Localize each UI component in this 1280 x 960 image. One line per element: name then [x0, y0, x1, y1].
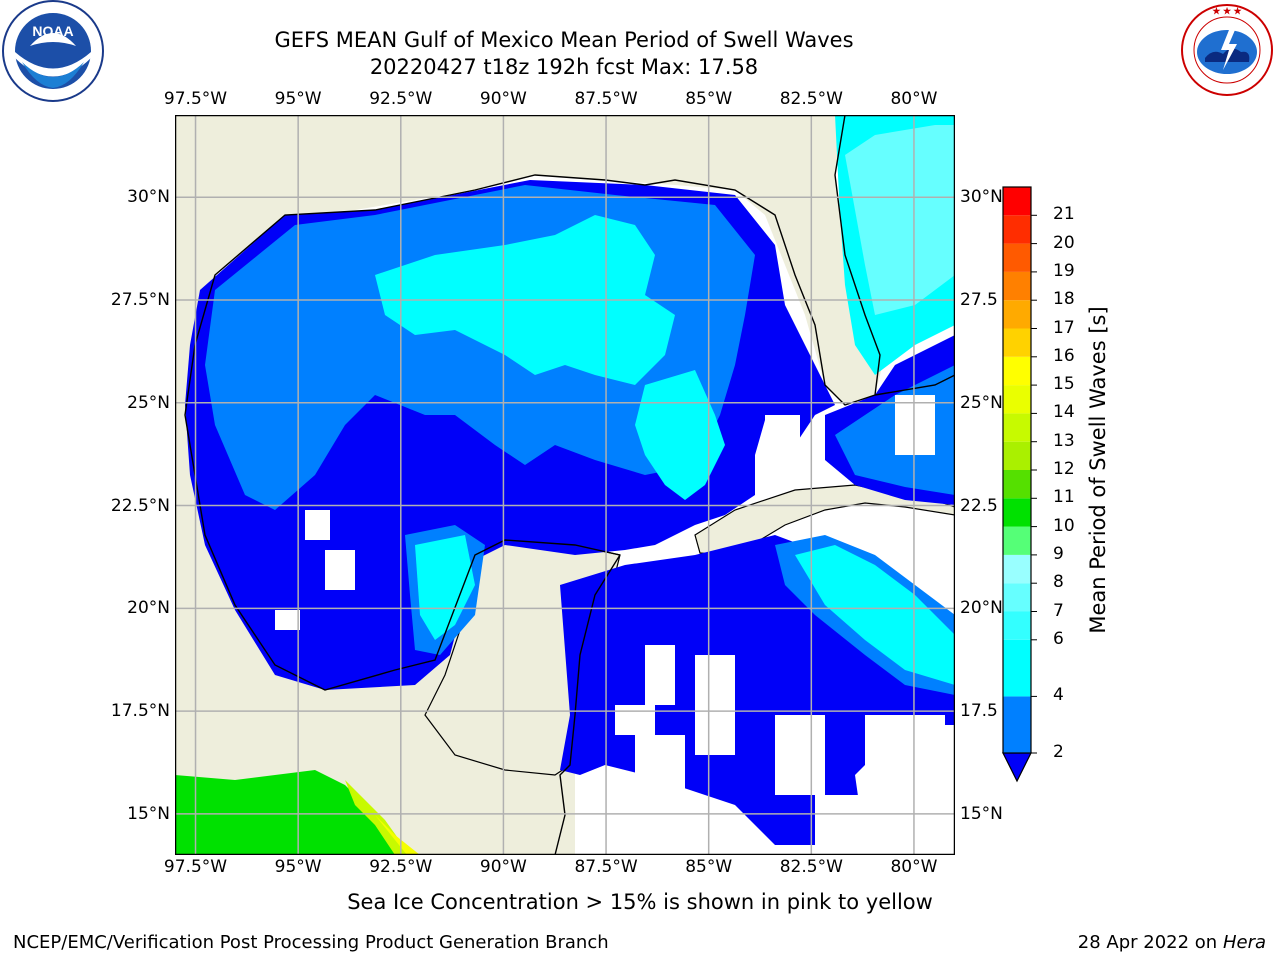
colorbar-bin — [1003, 187, 1031, 216]
lon-label-bottom: 87.5°W — [574, 857, 638, 877]
lat-label-right: 20°N — [960, 598, 1003, 619]
colorbar-tick-label: 2 — [1053, 742, 1064, 762]
colorbar-bin — [1003, 328, 1031, 357]
chart-title: GEFS MEAN Gulf of Mexico Mean Period of … — [274, 28, 854, 52]
colorbar-bin — [1003, 554, 1031, 584]
lon-label-top: 82.5°W — [779, 89, 843, 109]
svg-text:★ ★ ★: ★ ★ ★ — [1212, 6, 1242, 16]
colorbar-tick-label: 17 — [1053, 317, 1075, 338]
colorbar-tick-label: 6 — [1053, 628, 1064, 649]
nodata-holes — [275, 395, 945, 855]
lon-label-top: 90°W — [479, 89, 527, 109]
colorbar-bin — [1003, 215, 1031, 244]
colorbar-bin — [1003, 696, 1031, 753]
colorbar-bin — [1003, 639, 1031, 697]
colorbar-bin — [1003, 470, 1031, 499]
lon-label-top: 87.5°W — [574, 89, 638, 109]
lon-label-bottom: 90°W — [479, 857, 527, 877]
colorbar-tick-label: 11 — [1053, 487, 1075, 508]
lat-label-right: 22.5 — [960, 495, 998, 516]
lon-label-bottom: 92.5°W — [369, 857, 433, 877]
lon-label-bottom: 82.5°W — [779, 857, 843, 877]
lon-label-bottom: 97.5°W — [163, 857, 228, 877]
lon-label-bottom: 80°W — [890, 857, 938, 877]
colorbar-tick-label: 16 — [1053, 345, 1075, 366]
colorbar-bin — [1003, 526, 1031, 555]
colorbar-tick-label: 4 — [1053, 685, 1064, 706]
lat-label-right: 30°N — [960, 187, 1003, 208]
lon-label-top: 95°W — [274, 89, 322, 109]
colorbar-extend-min — [1002, 752, 1032, 783]
chart-subtitle: 20220427 t18z 192h fcst Max: 17.58 — [369, 55, 759, 79]
lon-label-bottom: 85°W — [685, 857, 733, 877]
lat-label-left: 22.5°N — [110, 495, 170, 516]
field-light-cyan — [845, 125, 955, 315]
colorbar-tick-label: 13 — [1053, 430, 1075, 451]
colorbar-bin — [1003, 243, 1031, 272]
colorbar-tick-label: 19 — [1053, 260, 1075, 281]
lon-label-top: 92.5°W — [369, 89, 433, 109]
lon-label-top: 80°W — [890, 89, 938, 109]
colorbar-bin — [1003, 611, 1031, 640]
lat-label-left: 20°N — [127, 598, 170, 619]
footer-machine: Hera — [1222, 932, 1266, 953]
colorbar-label: Mean Period of Swell Waves [s] — [1086, 306, 1110, 634]
field-cyan-5 — [795, 545, 955, 685]
colorbar — [995, 185, 1055, 785]
colorbar-tick-label: 8 — [1053, 572, 1064, 593]
lon-label-top: 97.5°W — [163, 89, 228, 109]
footer-branch: NCEP/EMC/Verification Post Processing Pr… — [13, 932, 609, 953]
colorbar-bin — [1003, 498, 1031, 527]
colorbar-tick-label: 10 — [1053, 515, 1075, 536]
map-frame — [175, 115, 955, 855]
colorbar-tick-label: 14 — [1053, 402, 1075, 423]
field-cyan-3 — [415, 535, 475, 640]
colorbar-bin — [1003, 356, 1031, 386]
lat-label-left: 27.5°N — [110, 290, 170, 310]
footer-date: 28 Apr 2022 on Hera — [1078, 932, 1266, 953]
colorbar-tick-label: 12 — [1053, 459, 1075, 479]
lat-label-right: 15°N — [960, 803, 1003, 824]
colorbar-tick-label: 21 — [1053, 204, 1075, 225]
lat-label-left: 25°N — [127, 392, 170, 413]
footer-date-text: 28 Apr 2022 on — [1077, 932, 1223, 953]
swell-period-map — [175, 115, 955, 855]
colorbar-tick-label: 7 — [1053, 600, 1064, 621]
colorbar-bin — [1003, 413, 1031, 442]
lat-label-right: 25°N — [960, 392, 1003, 413]
lat-label-left: 15°N — [127, 803, 170, 824]
noaa-logo-text: NOAA — [32, 23, 73, 39]
lat-label-right: 27.5 — [960, 290, 998, 310]
map-panel — [175, 115, 955, 855]
lon-label-bottom: 95°W — [274, 857, 322, 877]
colorbar-bin — [1003, 271, 1031, 301]
colorbar-tick-label: 9 — [1053, 543, 1064, 564]
lat-label-right: 17.5 — [960, 701, 998, 722]
field-green — [175, 770, 405, 855]
lat-label-left: 17.5°N — [110, 701, 170, 722]
colorbar-tick-label: 18 — [1053, 289, 1075, 310]
sea-ice-note: Sea Ice Concentration > 15% is shown in … — [347, 890, 933, 914]
colorbar-bin — [1003, 583, 1031, 612]
colorbar-bin — [1003, 385, 1031, 414]
colorbar-tick-label: 15 — [1053, 374, 1075, 395]
noaa-logo: NOAA — [0, 0, 106, 106]
graticule — [175, 115, 955, 855]
lat-label-left: 30°N — [127, 187, 170, 208]
colorbar-bin — [1003, 441, 1031, 470]
colorbar-bin — [1003, 300, 1031, 329]
lon-label-top: 85°W — [685, 89, 733, 109]
colorbar-tick-label: 20 — [1053, 232, 1075, 253]
nws-logo: ★ ★ ★ — [1175, 0, 1280, 100]
